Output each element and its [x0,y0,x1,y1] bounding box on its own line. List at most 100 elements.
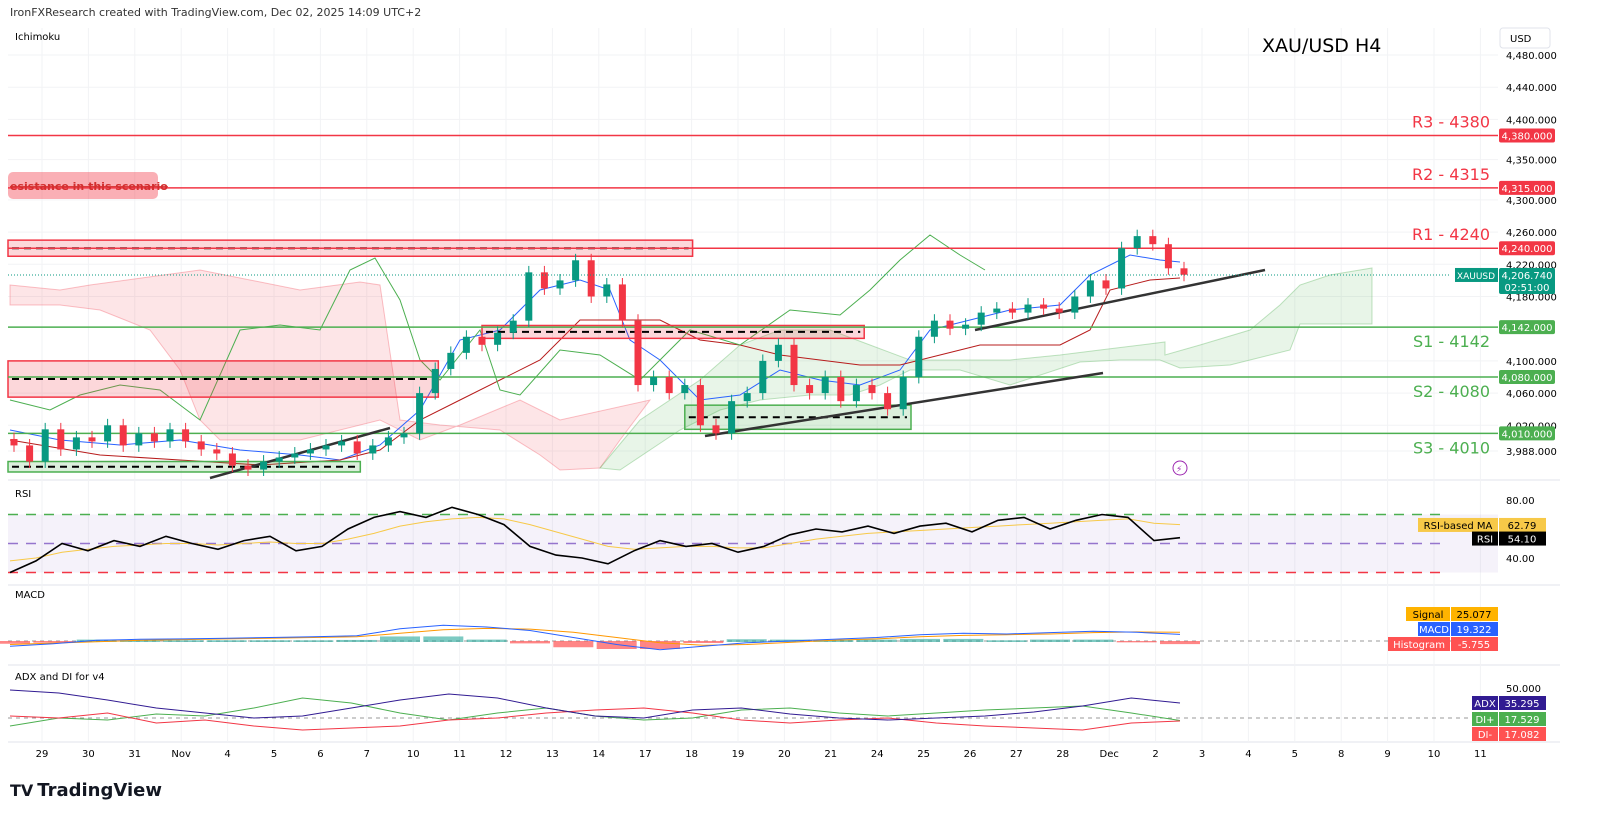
rsi-ma-value-tag [1499,517,1546,532]
chart-title: XAU/USD H4 [1262,35,1381,57]
level-price-tag-text: 4,010.000 [1502,429,1553,440]
candle-body [759,360,767,394]
candle [400,426,408,444]
candle-body [665,377,673,394]
candle-body [884,393,892,410]
macd-histogram-bar [1030,639,1070,642]
adx-y-tick: 50.000 [1506,684,1541,695]
trendline-1 [209,426,391,480]
candle-body [603,284,611,297]
candle [509,314,517,340]
candle [1040,298,1048,316]
candle [494,326,502,352]
candle-body [197,441,205,450]
x-tick-label: 9 [1384,749,1390,760]
y-tick-label: 4,060.000 [1506,389,1557,400]
candle-body [166,429,174,442]
x-tick-label: 11 [1474,749,1487,760]
candle-body [681,385,689,394]
macd-signal-value: 25.077 [1457,610,1492,621]
macd-value: 19.322 [1457,625,1492,636]
candle-body [104,425,112,442]
macd-histogram-bar [250,640,290,642]
x-tick-label: 14 [592,749,605,760]
candle-body [852,385,860,402]
x-tick-label: 6 [317,749,323,760]
candle-body [447,352,455,369]
candle [1133,229,1141,255]
candle-body [946,320,954,329]
candle [618,277,626,328]
candle [993,302,1001,320]
x-tick-label: 10 [407,749,420,760]
candle-body [1118,248,1126,289]
time-axis: 29 30 31 Nov 4 5 6 7 10 11 12 13 14 17 18 19 20 21 24 25 26 2… [36,749,1487,760]
candle [431,362,439,400]
level-price-tag-text: 4,380.000 [1502,132,1553,143]
candle-body [275,457,283,462]
candle [182,422,190,448]
level-label: R3 - 4380 [1412,113,1490,132]
macd-histogram-value: -5.755 [1458,640,1490,651]
macd-histogram-bar [986,640,1027,642]
x-tick-label: 13 [546,749,559,760]
candle [743,386,751,408]
candle [1071,290,1079,320]
chikou-span [9,234,986,421]
candle [353,434,361,460]
currency-button[interactable] [1499,27,1551,49]
candle-body [72,437,80,450]
candle-body [650,377,658,386]
candle [72,430,80,456]
x-tick-label: 3 [1199,749,1205,760]
di-plus-label: DI+ [1475,715,1494,726]
candle [977,306,985,332]
x-tick-label: 28 [1056,749,1069,760]
macd-histogram-bar [683,641,724,644]
level-price-tag-text: 4,315.000 [1502,184,1553,195]
candle [10,432,18,452]
x-tick-label: 17 [639,749,652,760]
candle-body [915,336,923,377]
candle-body [977,312,985,325]
candle [1086,273,1094,303]
candle [135,426,143,452]
y-tick-label: 4,440.000 [1506,83,1557,94]
candle-body [509,320,517,333]
tradingview-logo[interactable]: 𝗧𝗩 TradingView [10,780,162,801]
candle [821,370,829,400]
candle-body [868,385,876,394]
y-tick-label: 4,480.000 [1506,51,1557,62]
candles [10,229,1188,477]
candle [1149,229,1157,251]
candle [338,434,346,452]
candle [930,314,938,344]
candle [712,418,720,440]
candle-body [1133,236,1141,249]
level-label: R2 - 4315 [1412,165,1490,184]
x-tick-label: 11 [453,749,466,760]
macd-histogram-label-tag [1388,637,1450,651]
candle [26,438,34,468]
symbol-tag [1455,267,1498,282]
di-plus-label-tag [1472,712,1498,726]
candle-body [540,272,548,289]
macd-histogram-bar [206,640,247,642]
macd-signal-label: Signal [1413,610,1444,621]
y-tick-label: 4,350.000 [1506,156,1557,167]
chart-canvas[interactable]: R3 - 4380 R2 - 4315 R1 - 4240 S1 - 4142 S2 -… [0,0,1599,770]
x-tick-label: 4 [1245,749,1251,760]
candle-body [478,336,486,345]
candle [1055,302,1063,320]
di-minus-line [9,707,1181,731]
candle-body [369,445,377,454]
candle-body [1102,280,1110,289]
candle [462,330,470,360]
candle-body [494,332,502,345]
y-tick-label: 4,220.000 [1506,260,1557,271]
candle [447,346,455,376]
last-price-tag [1499,267,1555,294]
candle-body [899,377,907,410]
rsi-y-tick: 80.00 [1506,496,1535,507]
lightning-icon[interactable]: ⚡ [1172,460,1188,476]
